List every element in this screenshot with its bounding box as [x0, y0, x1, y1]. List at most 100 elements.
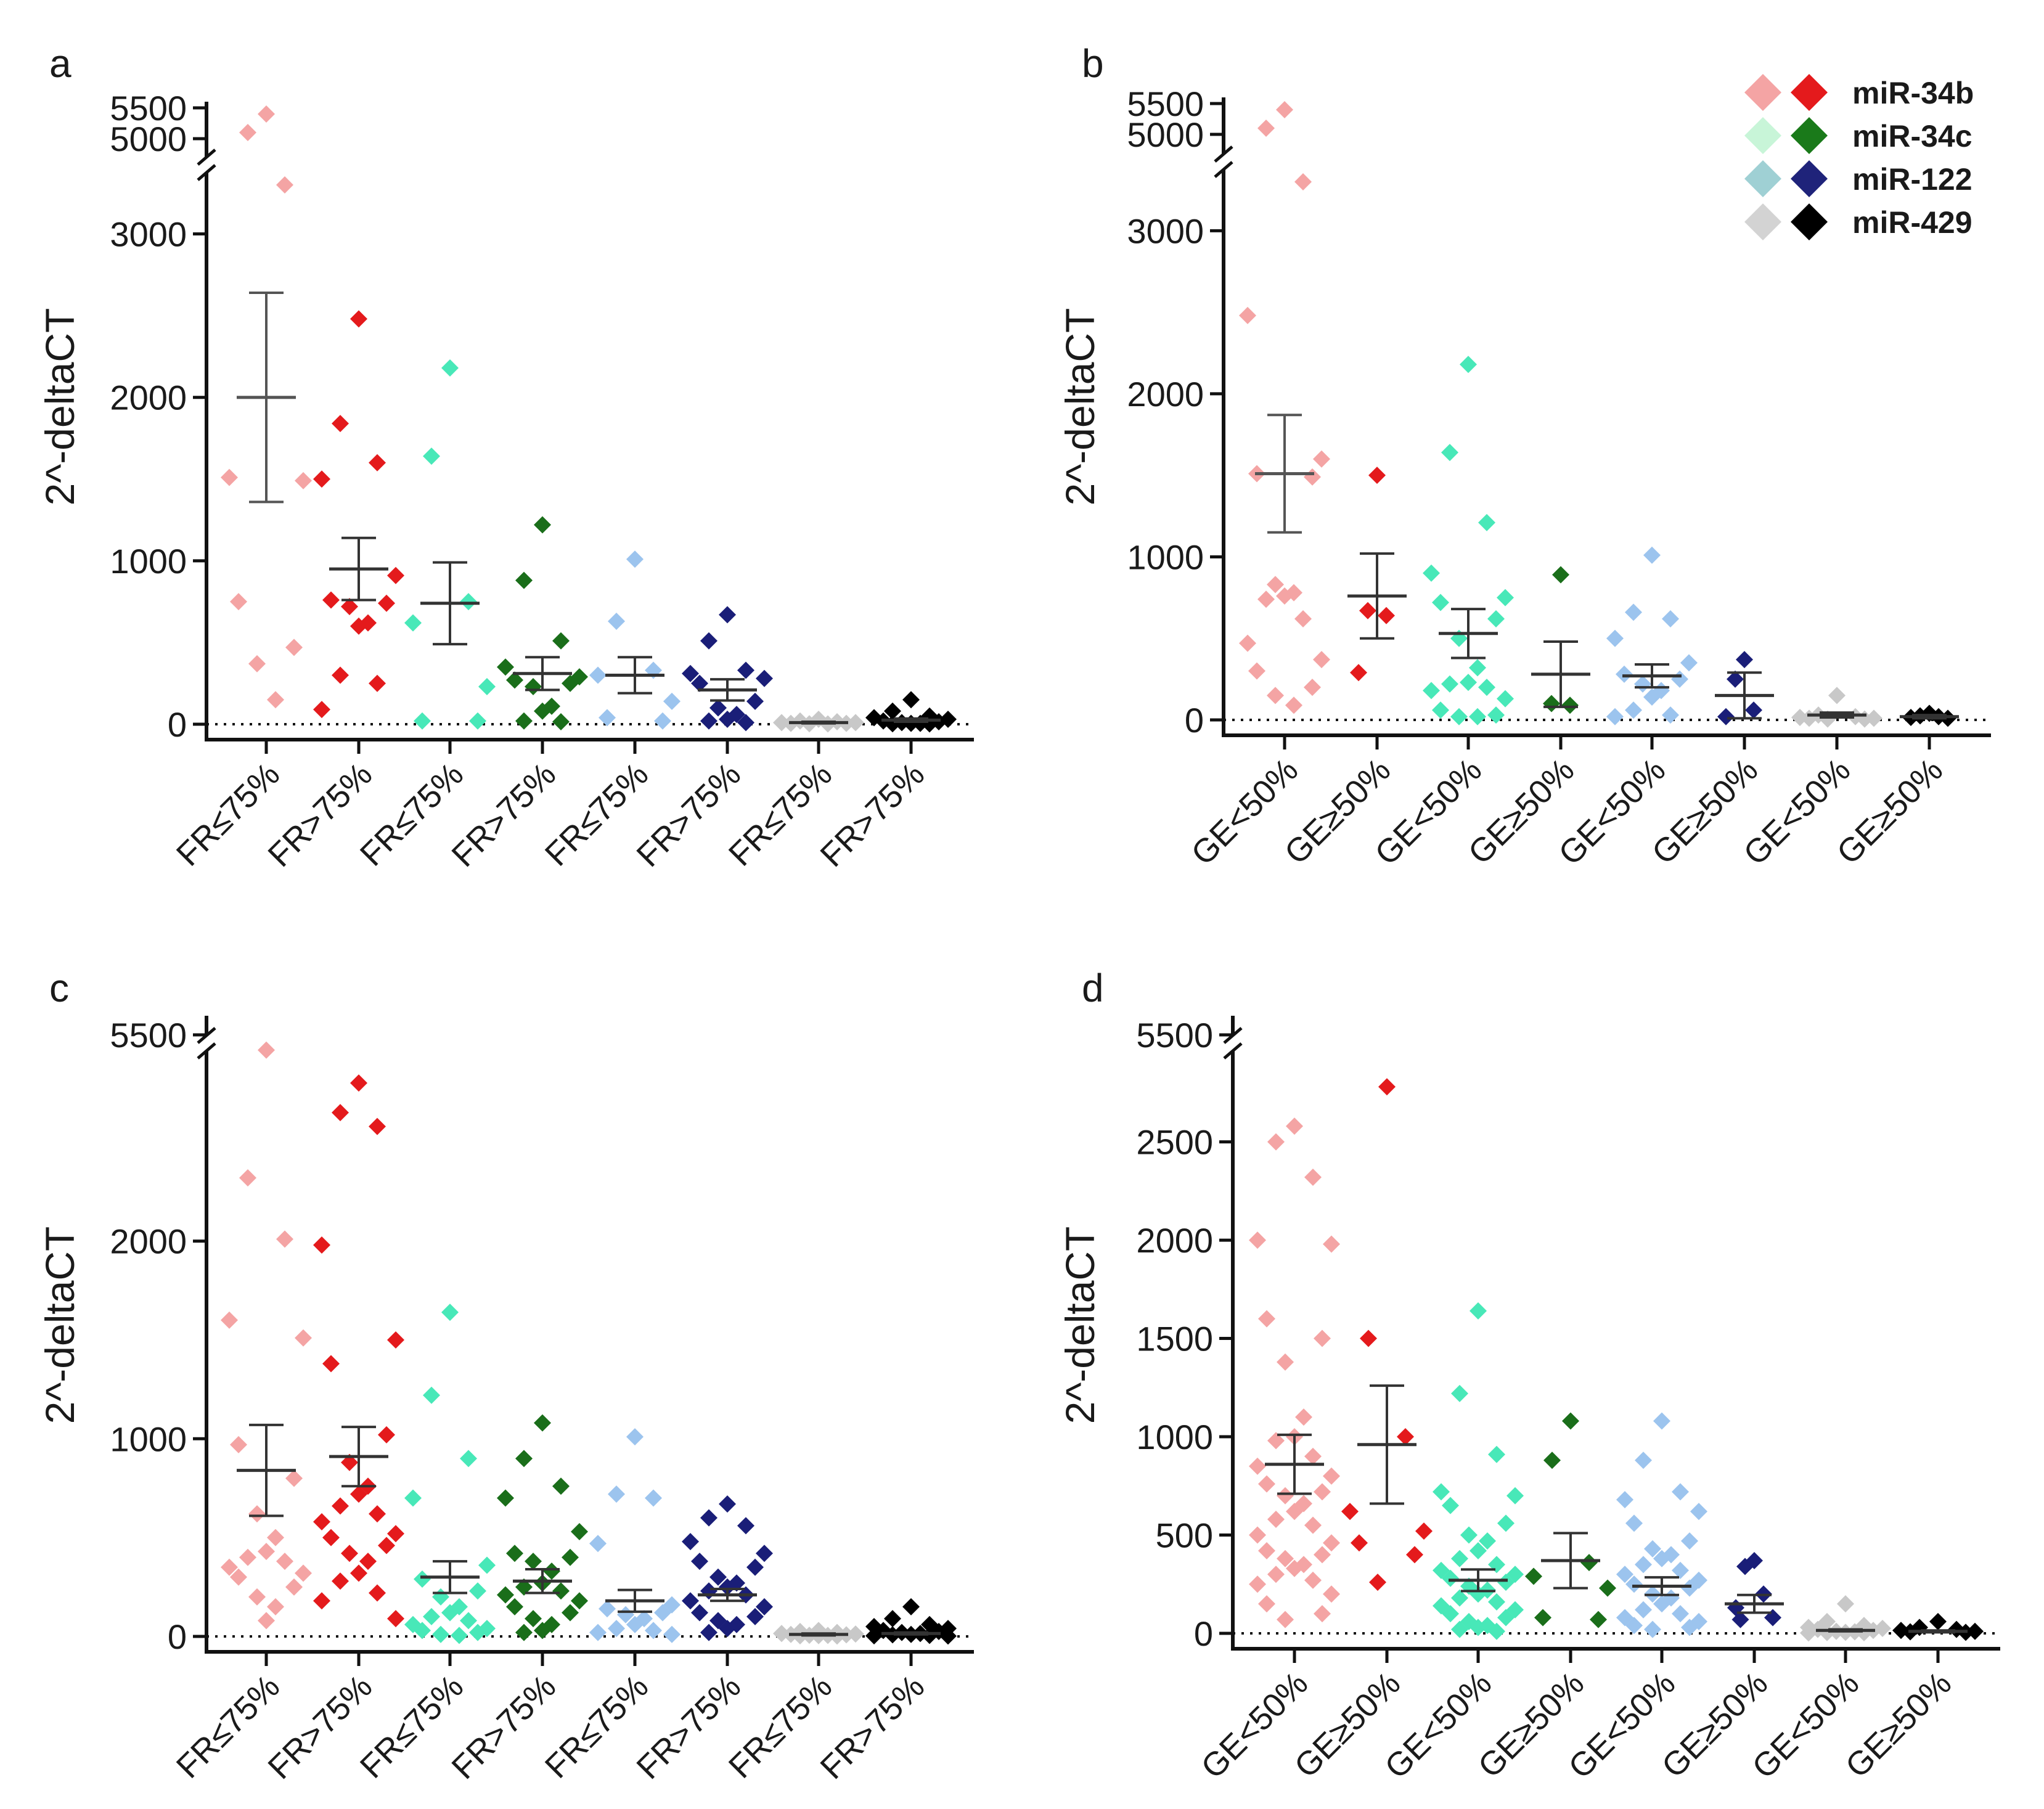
legend-label: miR-34b — [1852, 76, 1974, 110]
data-point — [1258, 1310, 1275, 1328]
data-point — [719, 1495, 736, 1513]
data-point — [1313, 450, 1330, 468]
data-point — [525, 1610, 542, 1628]
data-point — [1625, 1617, 1643, 1635]
data-point — [1314, 1546, 1331, 1564]
data-point — [369, 454, 386, 472]
data-point — [700, 632, 717, 650]
data-point — [1487, 706, 1505, 724]
data-point — [1653, 1595, 1670, 1613]
data-point — [441, 359, 459, 377]
data-point — [276, 1553, 293, 1570]
data-point — [1314, 1483, 1331, 1501]
data-point — [589, 666, 607, 684]
legend-swatch-light — [1744, 203, 1781, 240]
data-point — [543, 1562, 560, 1580]
panel-c: c2^-deltaCT0100020005500FR≤75%FR>75%FR≤7… — [37, 966, 974, 1786]
data-point — [1745, 701, 1762, 719]
data-point — [221, 468, 238, 486]
data-point — [737, 661, 754, 679]
data-point — [682, 1533, 699, 1551]
panel-label: d — [1082, 966, 1104, 1010]
data-point — [1460, 674, 1477, 692]
data-point — [1690, 1503, 1707, 1521]
data-point — [414, 712, 431, 730]
data-point — [460, 593, 477, 611]
data-point — [1653, 1412, 1670, 1430]
data-point — [1249, 1575, 1266, 1593]
data-point — [1561, 696, 1579, 714]
data-point — [387, 1525, 404, 1543]
panel-b: b2^-deltaCT010002000300050005500GE<50%GE… — [1057, 41, 1991, 872]
data-point — [441, 1304, 459, 1321]
y-tick-label: 5500 — [1136, 1016, 1213, 1055]
panel-d: d2^-deltaCT050010001500200025005500GE<50… — [1057, 966, 2000, 1786]
data-point — [552, 1582, 570, 1600]
data-point — [497, 658, 514, 676]
data-point — [239, 1169, 256, 1186]
data-point — [1276, 587, 1293, 605]
legend-swatch-light — [1744, 74, 1781, 111]
data-point — [1470, 1542, 1487, 1560]
data-point — [1681, 1579, 1698, 1597]
data-point — [276, 1230, 293, 1248]
data-point — [295, 1564, 312, 1582]
data-point — [1323, 1585, 1340, 1603]
data-point — [682, 1592, 699, 1610]
data-point — [1267, 1432, 1285, 1450]
data-point — [1497, 1514, 1515, 1532]
data-point — [1258, 1475, 1275, 1493]
data-point — [737, 1517, 754, 1535]
data-point — [700, 1509, 717, 1527]
data-point — [414, 1622, 431, 1640]
data-point — [350, 1485, 367, 1503]
data-point — [1341, 1503, 1359, 1521]
data-point — [359, 1553, 377, 1570]
data-point — [1680, 654, 1698, 672]
data-point — [1488, 1622, 1505, 1640]
y-tick-label: 1000 — [1136, 1418, 1213, 1456]
data-point — [1470, 1302, 1487, 1320]
data-point — [1478, 679, 1495, 696]
y-tick-label: 2500 — [1136, 1123, 1213, 1162]
data-point — [921, 1627, 938, 1644]
x-tick-label: FR>75% — [444, 1668, 563, 1786]
data-point — [552, 632, 570, 650]
data-point — [1441, 675, 1458, 693]
data-point — [1397, 1428, 1414, 1446]
data-point — [1552, 566, 1569, 584]
data-point — [1828, 687, 1846, 704]
data-point — [230, 1435, 247, 1453]
data-point — [350, 310, 367, 328]
data-point — [460, 1450, 477, 1468]
data-point — [1625, 603, 1642, 621]
data-point — [1451, 1589, 1468, 1607]
data-point — [1634, 675, 1651, 693]
data-point — [1506, 1487, 1524, 1505]
data-point — [626, 1428, 644, 1446]
data-point — [562, 1548, 579, 1566]
legend-swatch-dark — [1791, 74, 1828, 111]
data-point — [1662, 706, 1679, 724]
data-point — [1304, 679, 1321, 696]
data-point — [534, 516, 551, 534]
data-point — [1304, 1447, 1322, 1465]
y-tick-label: 1000 — [110, 542, 187, 581]
data-point — [332, 1497, 349, 1515]
data-point — [1323, 1467, 1340, 1485]
data-point — [267, 691, 284, 709]
y-tick-label: 5000 — [1127, 115, 1204, 154]
data-point — [1239, 634, 1256, 652]
data-point — [1469, 708, 1486, 725]
data-point — [709, 1568, 727, 1586]
data-point — [746, 1558, 764, 1576]
y-tick-label: 3000 — [1127, 211, 1204, 250]
data-point — [589, 1535, 607, 1553]
data-point — [267, 1529, 284, 1546]
legend-swatch-light — [1744, 117, 1781, 154]
data-point — [709, 699, 727, 717]
data-point — [276, 176, 293, 194]
data-point — [1497, 690, 1514, 708]
data-point — [525, 1553, 542, 1570]
data-point — [1277, 1353, 1294, 1371]
